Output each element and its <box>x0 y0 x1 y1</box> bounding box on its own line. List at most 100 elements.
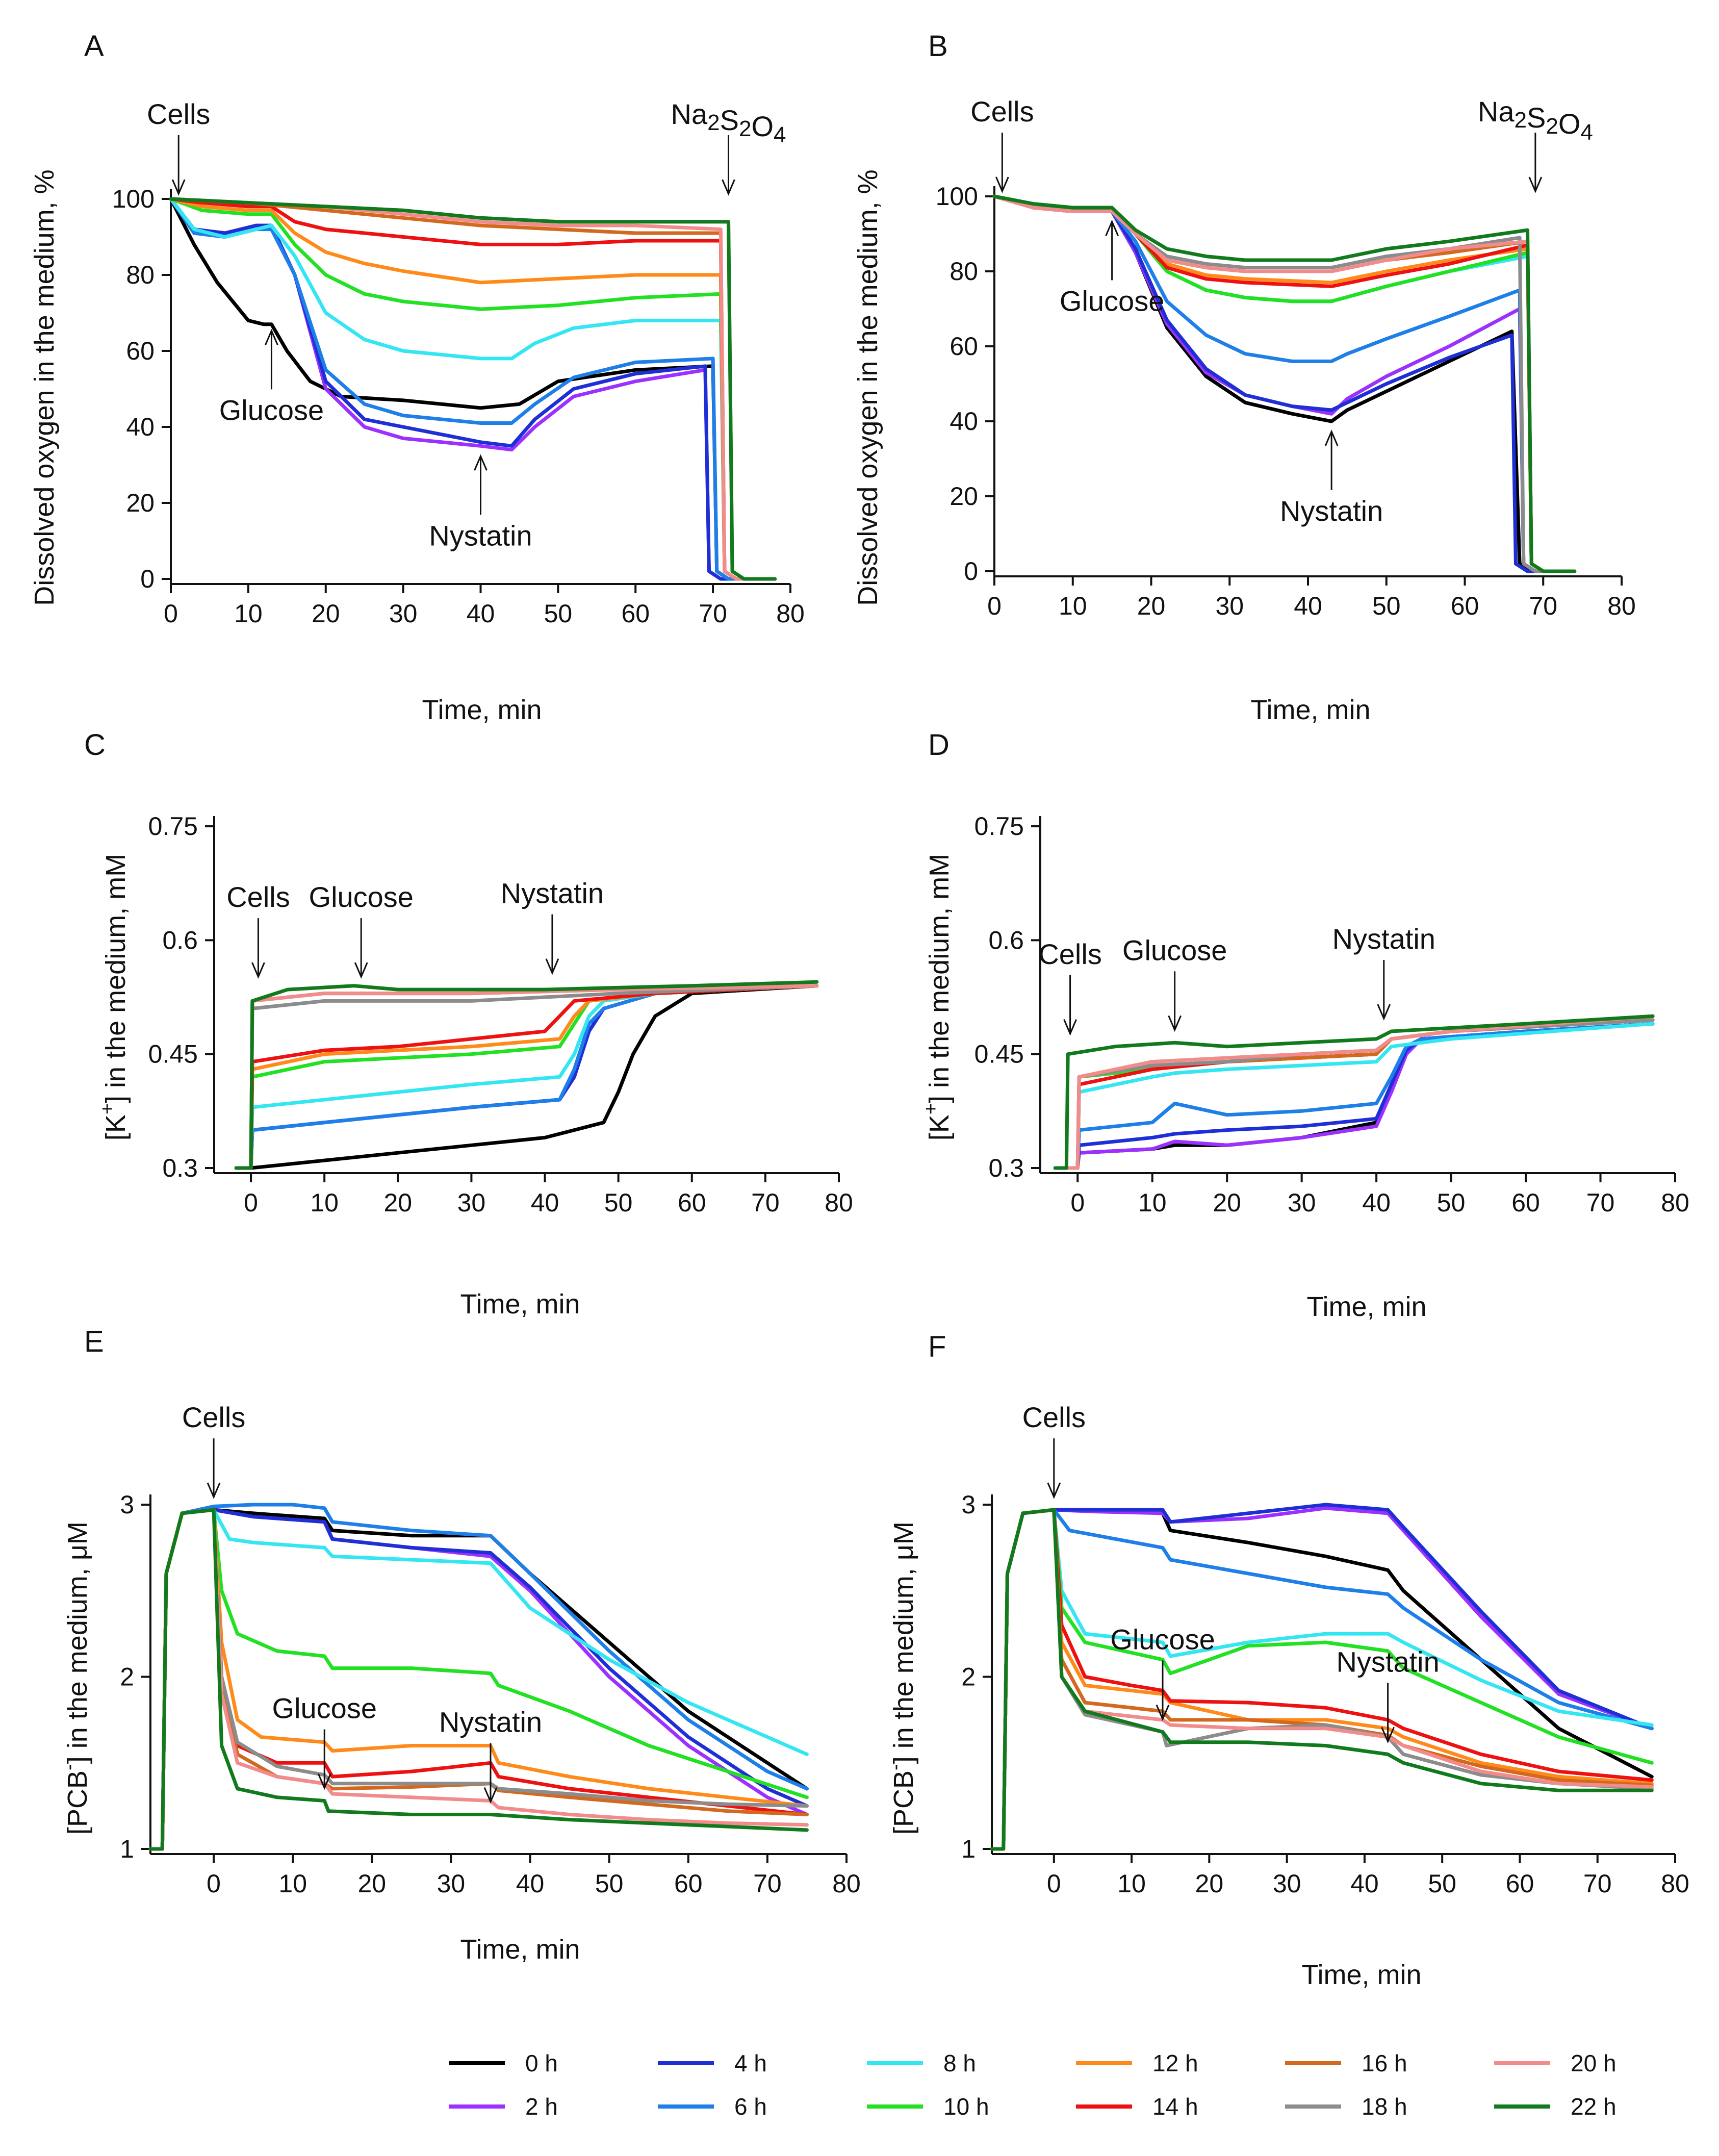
y-tick-label: 0 <box>140 565 155 593</box>
series-line-12h <box>148 1508 809 1851</box>
x-tick-label: 50 <box>1437 1188 1466 1217</box>
y-tick-label: 60 <box>950 332 978 361</box>
series-line-4h <box>148 1508 809 1851</box>
panel-letter-E: E <box>84 1325 104 1358</box>
y-tick-label: 0 <box>964 557 978 586</box>
x-tick-label: 20 <box>1195 1869 1224 1898</box>
x-tick-label: 20 <box>1213 1188 1241 1217</box>
panel-letter-C: C <box>84 728 106 762</box>
x-tick-label: 60 <box>621 599 650 628</box>
arrow-head-icon <box>1377 1004 1391 1021</box>
x-tick-label: 80 <box>1607 592 1636 620</box>
panel-letter-B: B <box>928 30 948 63</box>
y-tick-label: 20 <box>126 489 155 517</box>
legend-label: 22 h <box>1571 2093 1617 2120</box>
y-tick-label: 0.3 <box>162 1154 198 1182</box>
x-tick-label: 80 <box>776 599 805 628</box>
x-tick-label: 10 <box>1059 592 1087 620</box>
annotation-label: Na2S2O4 <box>671 98 786 147</box>
y-tick-label: 80 <box>126 261 155 289</box>
y-tick-label: 0.3 <box>988 1154 1024 1182</box>
annotation-label: Na2S2O4 <box>1478 95 1593 145</box>
series-line-14h <box>148 1508 809 1851</box>
x-tick-label: 20 <box>312 599 340 628</box>
annotation-label: Nystatin <box>501 877 604 909</box>
x-tick-label: 40 <box>467 599 495 628</box>
x-tick-label: 60 <box>1511 1188 1540 1217</box>
arrow-head-icon <box>483 1787 498 1804</box>
series-line-22h <box>990 1508 1654 1851</box>
x-tick-label: 0 <box>1047 1869 1061 1898</box>
annotation-label: Nystatin <box>1280 495 1383 527</box>
panel-letter-D: D <box>928 728 950 762</box>
x-tick-label: 50 <box>595 1869 624 1898</box>
x-tick-label: 10 <box>234 599 263 628</box>
panel-letter-F: F <box>928 1330 946 1363</box>
x-tick-label: 50 <box>544 599 573 628</box>
x-tick-label: 20 <box>1137 592 1166 620</box>
y-tick-label: 40 <box>126 413 155 441</box>
x-tick-label: 0 <box>1070 1188 1085 1217</box>
annotation-label: Cells <box>182 1401 245 1433</box>
legend-label: 18 h <box>1362 2093 1407 2120</box>
x-tick-label: 30 <box>1273 1869 1301 1898</box>
y-tick-label: 0.6 <box>988 926 1024 954</box>
x-tick-label: 30 <box>1215 592 1244 620</box>
series-line-16h <box>1053 1018 1655 1170</box>
x-tick-label: 40 <box>1294 592 1322 620</box>
series-line-8h <box>148 1508 809 1851</box>
y-axis-label: [K+] in the medium, mM <box>920 854 955 1140</box>
y-tick-label: 0.75 <box>974 812 1024 841</box>
legend-label: 12 h <box>1152 2050 1198 2076</box>
annotation-label: Cells <box>1038 938 1101 970</box>
x-tick-label: 0 <box>987 592 1002 620</box>
annotation-label: Glucose <box>272 1692 377 1724</box>
x-tick-label: 50 <box>1428 1869 1456 1898</box>
y-tick-label: 3 <box>961 1490 976 1519</box>
series-line-2h <box>148 1508 809 1851</box>
x-tick-label: 70 <box>1586 1188 1615 1217</box>
y-tick-label: 0.45 <box>148 1040 198 1069</box>
arrow-head-icon <box>171 179 186 196</box>
series-line-22h <box>148 1508 809 1851</box>
series-line-16h <box>148 1508 809 1851</box>
series-line-22h <box>169 197 777 581</box>
legend-label: 2 h <box>525 2093 558 2120</box>
y-tick-label: 100 <box>112 185 155 213</box>
arrow-head-icon <box>1168 1015 1182 1032</box>
legend-label: 10 h <box>943 2093 989 2120</box>
arrow-head-icon <box>545 958 559 975</box>
y-axis-label: [PCB-] in the medium, μM <box>59 1521 93 1835</box>
x-tick-label: 10 <box>1138 1188 1167 1217</box>
x-tick-label: 10 <box>310 1188 339 1217</box>
y-tick-label: 0.75 <box>148 812 198 841</box>
series-line-18h <box>1053 1018 1655 1170</box>
arrow-head-icon <box>207 1482 221 1499</box>
x-tick-label: 0 <box>164 599 178 628</box>
annotation-label: Glucose <box>1060 285 1164 317</box>
panel-D: D 0 10 20 30 40 50 60 70 80 0.3 0.45 0.6 0.75 Time, mi… <box>928 728 1689 1322</box>
x-tick-label: 80 <box>825 1188 853 1217</box>
series-line-22h <box>234 980 819 1170</box>
x-tick-label: 0 <box>244 1188 258 1217</box>
annotation-label: Cells <box>226 881 290 913</box>
annotation-label: Glucose <box>219 394 324 426</box>
panel-A: A 0 10 20 30 40 50 60 70 80 0 20 40 60 80 100 Time, min C… <box>84 30 805 725</box>
x-tick-label: 70 <box>753 1869 782 1898</box>
panel-E: E 0 10 20 30 40 50 60 70 80 1 2 3 Time, min Cells Gluco… <box>84 1325 861 1965</box>
y-tick-label: 0.6 <box>162 926 198 954</box>
x-tick-label: 70 <box>751 1188 780 1217</box>
series-line-0h <box>148 1508 809 1851</box>
panel-F: F 0 10 20 30 40 50 60 70 80 1 2 3 Time, min Cells Gluco… <box>928 1330 1689 1990</box>
x-tick-label: 70 <box>699 599 727 628</box>
arrow-head-icon <box>317 1773 331 1790</box>
y-tick-label: 1 <box>120 1835 134 1863</box>
x-tick-label: 30 <box>437 1869 466 1898</box>
x-tick-label: 40 <box>516 1869 545 1898</box>
series-line-10h <box>148 1508 809 1851</box>
x-tick-label: 30 <box>1288 1188 1316 1217</box>
legend-label: 16 h <box>1362 2050 1407 2076</box>
annotation-label: Glucose <box>309 881 414 913</box>
annotation-label: Nystatin <box>1332 923 1435 955</box>
